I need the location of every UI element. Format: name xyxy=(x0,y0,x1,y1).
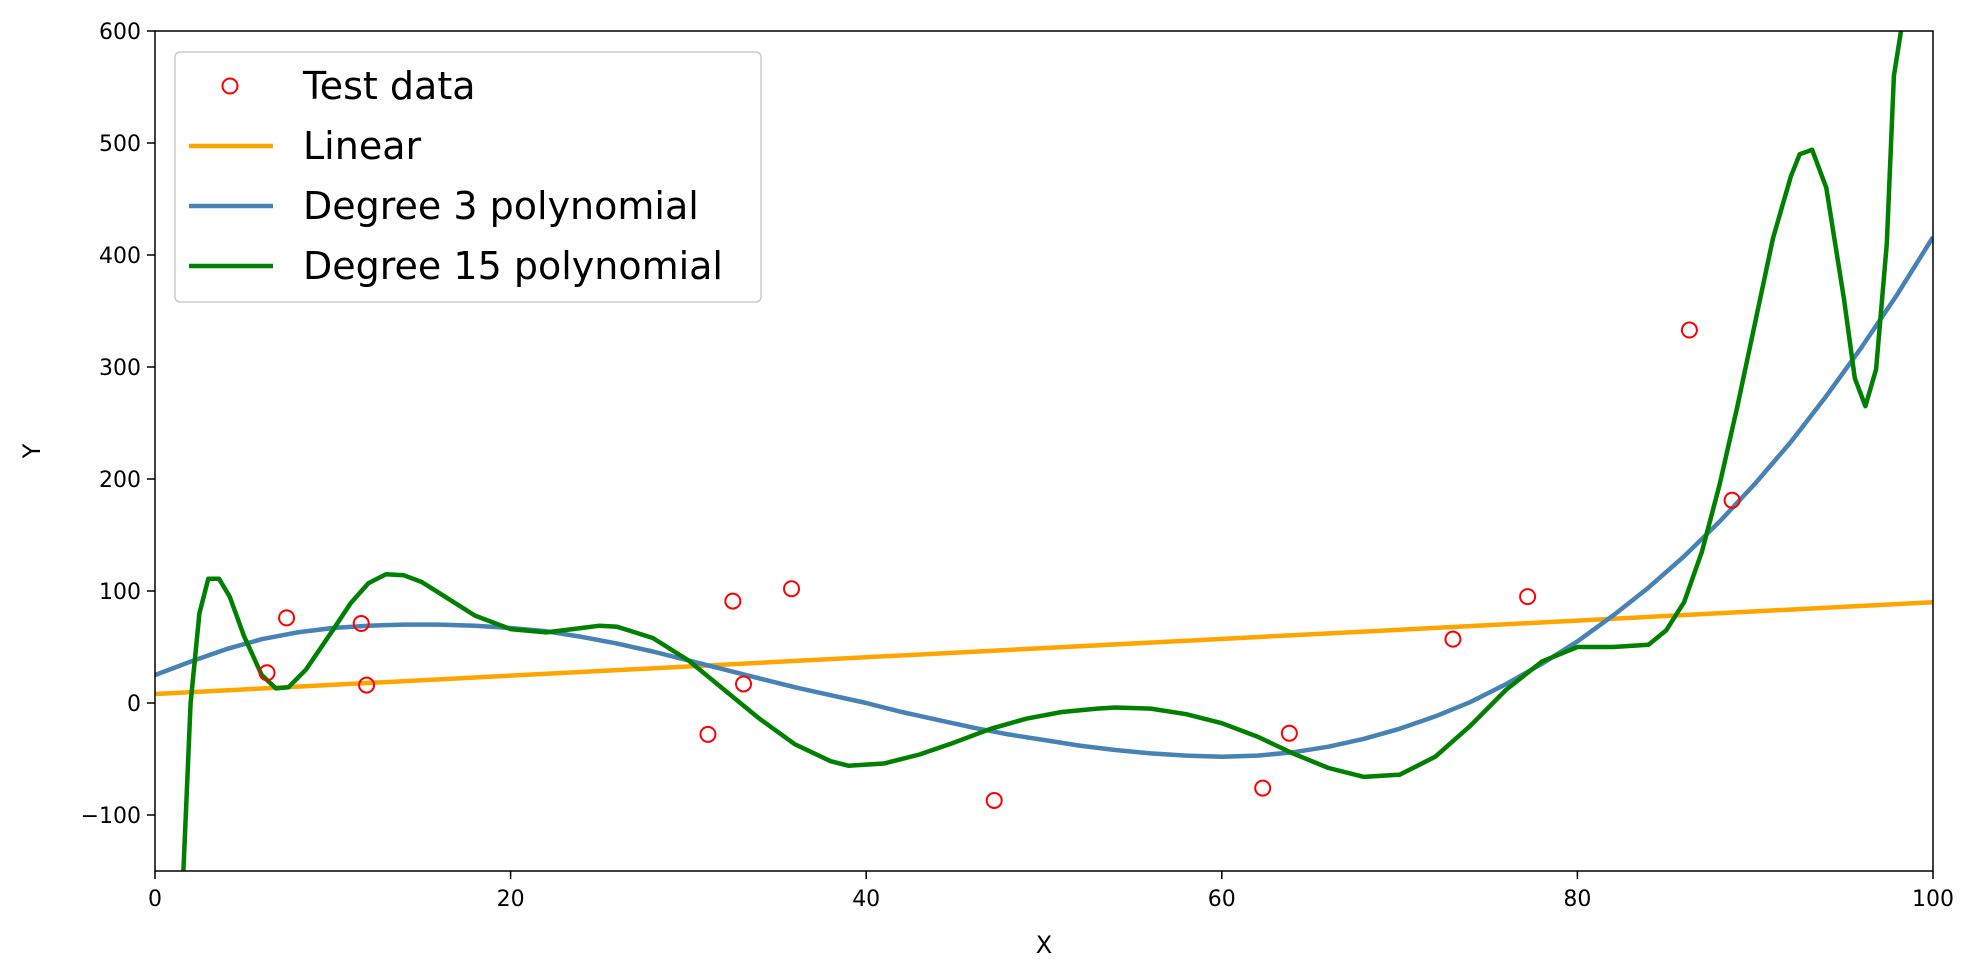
series-line-degree-3-polynomial xyxy=(155,235,1933,760)
test-data-point xyxy=(1444,630,1462,648)
test-data-point xyxy=(358,676,376,694)
test-data-point xyxy=(735,675,753,693)
y-tick-label: 0 xyxy=(127,692,141,717)
y-tick-label: 200 xyxy=(99,468,141,493)
x-tick-label: 60 xyxy=(1208,887,1236,912)
x-tick-label: 0 xyxy=(148,887,162,912)
series-layer xyxy=(155,31,1933,871)
test-data-point xyxy=(985,791,1003,809)
legend: Test data Linear Degree 3 polynomial Degree… xyxy=(174,51,762,303)
x-tick-label: 20 xyxy=(497,887,525,912)
series-line-degree-15-polynomial xyxy=(181,31,1904,871)
legend-marker-test-data xyxy=(221,77,239,95)
x-tick-label: 100 xyxy=(1912,887,1954,912)
y-tick-label: 500 xyxy=(99,132,141,157)
legend-label-degree-3-polynomial: Degree 3 polynomial xyxy=(303,184,699,228)
test-data-point xyxy=(783,580,801,598)
test-data-point xyxy=(1723,491,1741,509)
y-tick-label: 400 xyxy=(99,244,141,269)
legend-label-linear: Linear xyxy=(303,124,421,168)
y-tick-label: −100 xyxy=(81,804,141,829)
y-tick-label: 100 xyxy=(99,580,141,605)
test-data-point xyxy=(1680,321,1698,339)
legend-box xyxy=(174,51,762,303)
test-data-point xyxy=(699,725,717,743)
x-tick-label: 80 xyxy=(1563,887,1591,912)
series-line-linear xyxy=(155,599,1933,697)
y-tick-label: 600 xyxy=(99,20,141,45)
test-data-point xyxy=(1254,779,1272,797)
legend-label-test-data: Test data xyxy=(302,64,476,108)
x-tick-label: 40 xyxy=(852,887,880,912)
test-data-point xyxy=(1280,724,1298,742)
y-tick-label: 300 xyxy=(99,356,141,381)
test-data-point xyxy=(352,614,370,632)
test-data-point xyxy=(1519,588,1537,606)
x-axis-label: X xyxy=(1036,931,1052,959)
test-data-point xyxy=(278,609,296,627)
test-data-point xyxy=(724,592,742,610)
test-data-point xyxy=(258,664,276,682)
y-axis-label: Y xyxy=(18,443,46,459)
plot-frame xyxy=(154,30,1934,872)
axis-ticks: 0 20 40 60 80 100 −100 0 100 200 300 400 500 600 xyxy=(81,20,1954,912)
legend-label-degree-15-polynomial: Degree 15 polynomial xyxy=(303,244,723,288)
